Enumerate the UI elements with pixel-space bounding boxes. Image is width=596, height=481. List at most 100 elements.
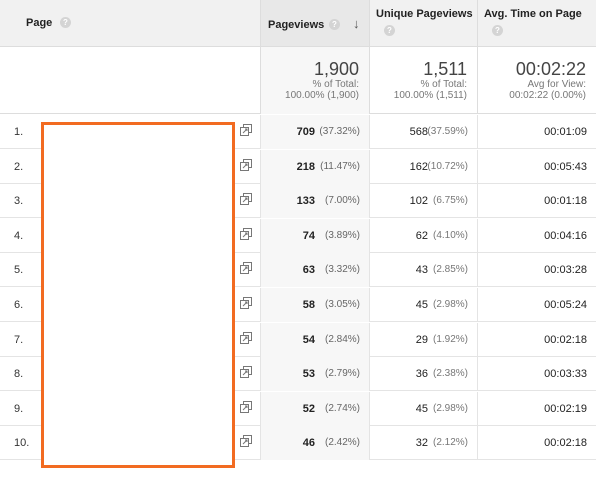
- unique-pageviews-value: 43: [415, 264, 428, 277]
- open-in-new-window-icon[interactable]: [240, 158, 252, 171]
- pageviews-percent: (2.42%): [324, 437, 360, 449]
- totals-unique-value: 1,511: [423, 59, 467, 79]
- open-in-new-window-icon[interactable]: [240, 193, 252, 206]
- open-in-new-window-icon[interactable]: [240, 400, 252, 413]
- open-in-new-window-icon[interactable]: [240, 435, 252, 448]
- row-index: 5.: [14, 264, 24, 277]
- open-in-new-window-icon[interactable]: [240, 297, 252, 309]
- unique-pageviews-percent: (2.85%): [432, 264, 468, 276]
- table-row[interactable]: 1. 709 (37.32%) 568 (37.59%) 00:01:09: [0, 115, 596, 149]
- pageviews-value: 63: [302, 264, 315, 277]
- open-in-new-window-icon[interactable]: [240, 262, 252, 275]
- unique-pageviews-percent: (2.98%): [432, 402, 468, 414]
- table-row[interactable]: 5. 63 (3.32%) 43 (2.85%) 00:03:28: [0, 253, 596, 288]
- unique-pageviews-value: 45: [415, 402, 428, 415]
- totals-pageviews-caption: % of Total:: [312, 79, 359, 90]
- avg-time-value: 00:01:18: [544, 195, 587, 208]
- pageviews-value: 46: [302, 437, 315, 450]
- table-row[interactable]: 9. 52 (2.74%) 45 (2.98%) 00:02:19: [0, 391, 596, 426]
- pageviews-value: 709: [296, 126, 315, 138]
- row-index: 7.: [14, 333, 24, 346]
- unique-pageviews-percent: (4.10%): [432, 229, 468, 241]
- pageviews-percent: (3.32%): [324, 264, 360, 276]
- open-in-new-window-icon[interactable]: [240, 366, 252, 379]
- header-page-label: Page: [26, 17, 53, 29]
- pageviews-percent: (2.79%): [324, 368, 360, 380]
- unique-pageviews-value: 36: [415, 368, 428, 381]
- header-unique-pageviews-column[interactable]: Unique Pageviews ?: [369, 0, 477, 47]
- avg-time-value: 00:02:18: [544, 333, 587, 346]
- avg-time-value: 00:05:43: [544, 160, 587, 173]
- avg-time-value: 00:03:28: [544, 264, 587, 277]
- totals-avg-time: 00:02:22 Avg for View: 00:02:22 (0.00%): [477, 47, 596, 114]
- header-page-column[interactable]: Page ?: [0, 0, 260, 47]
- open-in-new-window-icon[interactable]: [240, 227, 252, 240]
- unique-pageviews-percent: (10.72%): [427, 160, 468, 172]
- unique-pageviews-cell: 29 (1.92%): [369, 322, 477, 357]
- table-row[interactable]: 3. 133 (7.00%) 102 (6.75%) 00:01:18: [0, 184, 596, 219]
- avg-time-cell: 00:01:18: [477, 184, 596, 219]
- help-icon[interactable]: ?: [60, 17, 71, 28]
- avg-time-cell: 00:03:28: [477, 253, 596, 288]
- unique-pageviews-value: 45: [415, 299, 428, 311]
- totals-avg-value: 00:02:22: [515, 59, 586, 79]
- avg-time-cell: 00:02:19: [477, 391, 596, 426]
- pageviews-cell: 74 (3.89%): [260, 218, 369, 253]
- pageviews-percent: (7.00%): [324, 195, 360, 207]
- table-row[interactable]: 7. 54 (2.84%) 29 (1.92%) 00:02:18: [0, 322, 596, 357]
- pageviews-cell: 52 (2.74%): [260, 391, 369, 426]
- avg-time-value: 00:05:24: [544, 299, 587, 311]
- pageviews-value: 74: [302, 229, 315, 242]
- pageviews-cell: 709 (37.32%): [260, 115, 369, 149]
- totals-unique-pageviews: 1,511 % of Total: 100.00% (1,511): [369, 47, 477, 114]
- avg-time-cell: 00:04:16: [477, 218, 596, 253]
- help-icon[interactable]: ?: [329, 19, 340, 30]
- help-icon[interactable]: ?: [384, 25, 395, 36]
- pageviews-cell: 58 (3.05%): [260, 288, 369, 322]
- unique-pageviews-cell: 45 (2.98%): [369, 288, 477, 322]
- avg-time-cell: 00:05:24: [477, 288, 596, 322]
- table-row[interactable]: 2. 218 (11.47%) 162 (10.72%) 00:05:43: [0, 149, 596, 184]
- pageviews-cell: 46 (2.42%): [260, 426, 369, 461]
- avg-time-value: 00:03:33: [544, 368, 587, 381]
- table-row[interactable]: 8. 53 (2.79%) 36 (2.38%) 00:03:33: [0, 357, 596, 392]
- avg-time-cell: 00:03:33: [477, 357, 596, 392]
- unique-pageviews-cell: 102 (6.75%): [369, 184, 477, 219]
- header-pageviews-label: Pageviews: [268, 19, 325, 31]
- open-in-new-window-icon[interactable]: [240, 331, 252, 344]
- unique-pageviews-cell: 43 (2.85%): [369, 253, 477, 288]
- header-avg-time-column[interactable]: Avg. Time on Page ?: [477, 0, 596, 47]
- row-index: 9.: [14, 402, 24, 415]
- unique-pageviews-percent: (6.75%): [432, 195, 468, 207]
- row-index: 10.: [14, 437, 30, 450]
- open-in-new-window-icon[interactable]: [240, 124, 252, 136]
- table-row[interactable]: 10. 46 (2.42%) 32 (2.12%) 00:02:18: [0, 426, 596, 461]
- totals-row: 1,900 % of Total: 100.00% (1,900) 1,511 …: [0, 47, 596, 114]
- row-index: 4.: [14, 229, 24, 242]
- unique-pageviews-percent: (37.59%): [427, 126, 468, 137]
- unique-pageviews-percent: (1.92%): [432, 333, 468, 345]
- help-icon[interactable]: ?: [492, 25, 503, 36]
- header-pageviews-column[interactable]: Pageviews ? ↓: [260, 0, 369, 47]
- table-row[interactable]: 4. 74 (3.89%) 62 (4.10%) 00:04:16: [0, 218, 596, 253]
- pageviews-percent: (11.47%): [320, 160, 360, 172]
- sort-descending-icon[interactable]: ↓: [353, 16, 360, 31]
- avg-time-cell: 00:02:18: [477, 426, 596, 461]
- pageviews-value: 218: [296, 160, 315, 173]
- totals-pageviews: 1,900 % of Total: 100.00% (1,900): [260, 47, 369, 114]
- pageviews-cell: 53 (2.79%): [260, 357, 369, 392]
- pageviews-percent: (3.05%): [324, 299, 360, 310]
- table-row[interactable]: 6. 58 (3.05%) 45 (2.98%) 00:05:24: [0, 288, 596, 322]
- pageviews-value: 58: [302, 299, 315, 311]
- avg-time-cell: 00:02:18: [477, 322, 596, 357]
- unique-pageviews-percent: (2.12%): [432, 437, 468, 449]
- unique-pageviews-percent: (2.98%): [432, 299, 468, 310]
- totals-unique-share: 100.00% (1,511): [393, 90, 467, 101]
- pageviews-value: 54: [302, 333, 315, 346]
- unique-pageviews-value: 568: [409, 126, 428, 138]
- totals-pageviews-value: 1,900: [313, 59, 359, 79]
- pageviews-cell: 63 (3.32%): [260, 253, 369, 288]
- unique-pageviews-cell: 32 (2.12%): [369, 426, 477, 461]
- avg-time-value: 00:02:19: [544, 402, 587, 415]
- totals-unique-caption: % of Total:: [420, 79, 467, 90]
